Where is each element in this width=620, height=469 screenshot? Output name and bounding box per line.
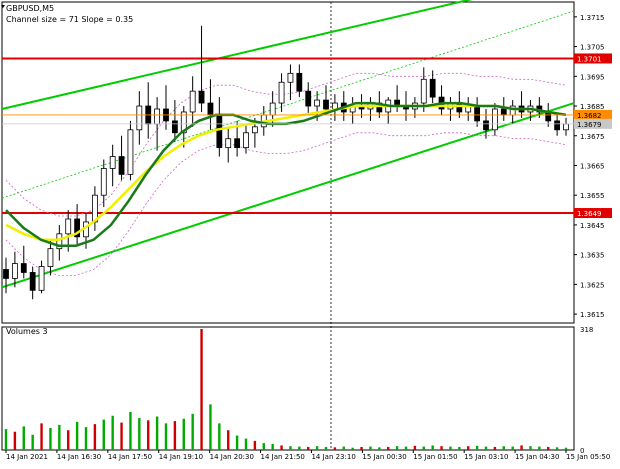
price-marker-label: 1.3682 <box>577 112 602 120</box>
price-tick-label: 1.3715 <box>580 14 605 22</box>
indicator-label: Channel size = 71 Slope = 0.35 <box>6 15 133 24</box>
candle-body <box>225 138 232 149</box>
candle-body <box>127 129 134 175</box>
price-tick-label: 1.3695 <box>580 73 605 81</box>
level-tag-label: 1.3701 <box>577 55 602 63</box>
candle-body <box>456 102 463 113</box>
candle-body <box>287 72 294 83</box>
candle-body <box>243 132 249 149</box>
volume-panel: 318 0 14 Jan 2021 14 Jan 16:30 14 Jan 17:50 1… <box>1 326 610 461</box>
time-tick-label: 14 Jan 17:50 <box>108 453 152 461</box>
candle-body <box>100 168 107 196</box>
time-tick-label: 14 Jan 2021 <box>6 453 48 461</box>
candle-body <box>474 105 481 122</box>
symbol-label: GBPUSD,M5 <box>6 4 54 13</box>
labels-layer: GBPUSD,M5 Channel size = 71 Slope = 0.35… <box>6 4 133 336</box>
price-tick-label: 1.3635 <box>580 252 605 260</box>
price-panel: 1.3715 1.3705 1.3695 1.3685 1.3675 1.3665 1.36… <box>1 0 612 450</box>
candle-body <box>11 263 18 279</box>
volume-tick-label: 318 <box>580 326 593 334</box>
envelope-lower <box>5 132 567 276</box>
candle-body <box>429 78 436 98</box>
candle-body <box>198 90 205 104</box>
price-tick-label: 1.3665 <box>580 162 605 170</box>
price-tick-label: 1.3705 <box>580 44 605 52</box>
time-tick-label: 14 Jan 23:10 <box>311 453 355 461</box>
candle-body <box>154 108 161 125</box>
candle-body <box>491 108 498 131</box>
candle-body <box>47 248 54 267</box>
level-tag <box>574 208 612 219</box>
candle-body <box>216 114 223 149</box>
time-tick-label: 14 Jan 20:30 <box>210 453 254 461</box>
candle-body <box>251 126 258 134</box>
candle-body <box>65 218 72 235</box>
channel-mid-line <box>1 10 575 199</box>
time-tick-label: 15 Jan 00:30 <box>362 453 406 461</box>
time-tick-label: 15 Jan 01:50 <box>413 453 457 461</box>
candle-body <box>483 120 489 131</box>
price-tick-label: 1.3615 <box>580 311 605 319</box>
price-tick-label: 1.3685 <box>580 103 605 111</box>
candle-body <box>56 233 63 250</box>
level-tag <box>574 53 612 64</box>
volume-tick-label: 0 <box>580 447 584 455</box>
candle-body <box>29 272 36 291</box>
chart-menu-arrow-icon <box>1 5 5 8</box>
time-tick-label: 15 Jan 03:10 <box>464 453 508 461</box>
moving-average-yellow <box>5 104 567 242</box>
price-marker-label: 1.3679 <box>577 121 602 129</box>
volume-panel-frame <box>1 326 575 451</box>
candle-body <box>109 156 116 169</box>
candle-body <box>180 111 187 134</box>
price-tick-label: 1.3655 <box>580 192 605 200</box>
candle-body <box>278 81 285 104</box>
price-tick-label: 1.3625 <box>580 281 605 289</box>
candle-body <box>20 263 27 273</box>
candle-body <box>136 105 143 131</box>
time-tick-label: 15 Jan 05:50 <box>566 453 610 461</box>
candle-body <box>563 123 569 131</box>
time-tick-label: 15 Jan 04:30 <box>515 453 559 461</box>
price-tick-label: 1.3675 <box>580 133 605 141</box>
candle-body <box>38 266 45 291</box>
candle-body <box>171 120 178 134</box>
candle-body <box>314 99 321 107</box>
price-tick-label: 1.3645 <box>580 222 605 230</box>
envelope-upper <box>5 72 567 217</box>
candle-body <box>500 108 507 116</box>
channel-upper-line <box>1 0 473 110</box>
candle-body <box>207 102 214 116</box>
price-marker-tag <box>574 109 612 120</box>
level-tag-label: 1.3649 <box>577 210 602 218</box>
candle-body <box>118 156 125 175</box>
price-marker-tag <box>574 118 612 129</box>
price-panel-frame <box>1 1 575 324</box>
time-tick-label: 14 Jan 21:50 <box>261 453 305 461</box>
candle-body <box>74 218 81 238</box>
candle-body <box>323 99 329 110</box>
candle-body <box>305 90 312 107</box>
candle-body <box>234 138 241 149</box>
candle-body <box>189 90 196 113</box>
candle-body <box>269 102 276 116</box>
candle-body <box>420 78 427 104</box>
channel-lower-line <box>1 102 575 289</box>
candle-body <box>554 120 561 131</box>
time-tick-label: 14 Jan 19:10 <box>159 453 203 461</box>
candle-body <box>296 72 303 92</box>
time-tick-label: 14 Jan 16:30 <box>57 453 101 461</box>
candle-body <box>3 269 9 279</box>
volume-label: Volumes 3 <box>6 327 48 336</box>
